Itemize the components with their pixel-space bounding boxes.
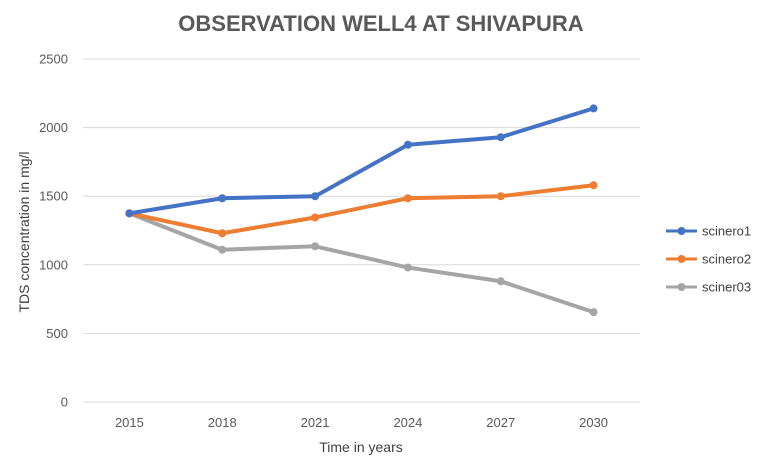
legend-item: scinero2 (666, 252, 751, 267)
data-point (218, 194, 227, 203)
series-line (127, 106, 596, 216)
legend-label: scinero1 (702, 224, 751, 239)
y-tick-label: 1500 (39, 189, 68, 204)
legend: scinero1 scinero2 sciner03 (666, 224, 751, 295)
legend-swatch-marker (677, 255, 686, 263)
y-axis-ticks: 0 500 1000 1500 2000 2500 (39, 52, 68, 410)
data-point (496, 192, 505, 201)
x-tick-label: 2030 (579, 415, 608, 430)
data-point (125, 209, 134, 218)
legend-item: scinero1 (666, 224, 751, 239)
data-point (403, 194, 412, 203)
legend-swatch-marker (677, 283, 686, 291)
series-scinero2 (125, 181, 598, 238)
x-tick-label: 2024 (393, 415, 422, 430)
x-tick-label: 2018 (208, 415, 237, 430)
legend-item: sciner03 (666, 280, 751, 295)
data-point (311, 213, 320, 222)
y-tick-label: 500 (46, 326, 68, 341)
data-point (403, 140, 412, 149)
x-axis-label: Time in years (319, 439, 403, 455)
legend-label: sciner03 (702, 280, 751, 295)
y-tick-label: 0 (61, 395, 68, 410)
data-point (403, 263, 412, 272)
y-tick-label: 1000 (39, 257, 68, 272)
data-point (589, 308, 598, 317)
data-point (311, 192, 320, 201)
y-tick-label: 2500 (39, 52, 68, 67)
y-tick-label: 2000 (39, 120, 68, 135)
series-sciner03 (125, 209, 598, 317)
chart-title: OBSERVATION WELL4 AT SHIVAPURA (178, 11, 584, 36)
data-point (589, 104, 598, 113)
x-tick-label: 2015 (115, 415, 144, 430)
legend-swatch-marker (677, 227, 686, 235)
series-line (127, 183, 596, 236)
x-tick-label: 2021 (301, 415, 330, 430)
gridlines (83, 58, 640, 403)
x-tick-label: 2027 (486, 415, 515, 430)
data-point (589, 181, 598, 190)
data-point (218, 245, 227, 254)
y-axis-label: TDS concentration in mg/l (16, 151, 32, 312)
data-point (218, 229, 227, 238)
x-axis-ticks: 2015 2018 2021 2024 2027 2030 (115, 415, 608, 430)
series-line (127, 211, 596, 315)
data-point (311, 242, 320, 251)
data-point (496, 133, 505, 142)
data-point (496, 277, 505, 286)
legend-label: scinero2 (702, 252, 751, 267)
series-lines (125, 104, 598, 317)
series-scinero1 (125, 104, 598, 218)
